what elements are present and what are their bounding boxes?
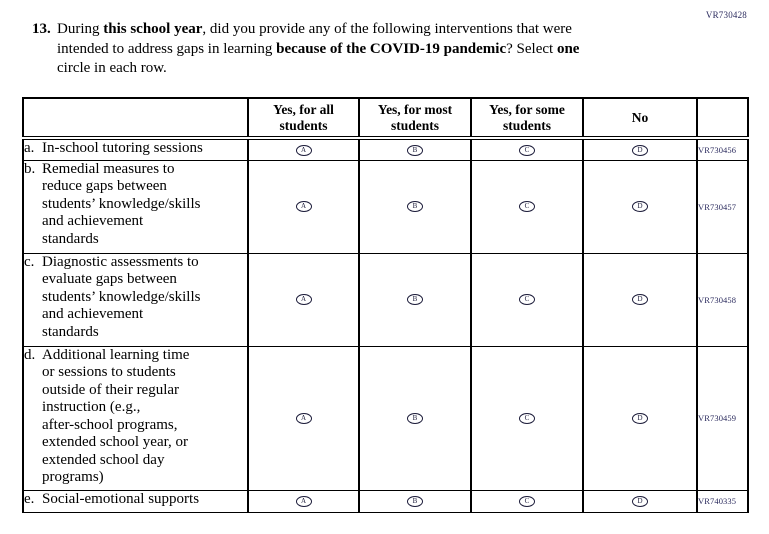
header-no: No — [582, 97, 698, 140]
answer-bubble-b[interactable]: B — [407, 495, 423, 507]
row-letter: a. — [24, 140, 35, 156]
row-letter: c. — [24, 253, 35, 270]
row-e-option-cell-all: A — [247, 489, 360, 513]
question-text: During this school year, did you provide… — [57, 21, 580, 76]
table-row-b: b. Remedial measures to reduce gaps betw… — [22, 159, 749, 254]
question-number: 13. — [32, 21, 51, 37]
answer-bubble-b[interactable]: B — [407, 201, 423, 213]
answer-bubble-a[interactable]: A — [295, 201, 312, 213]
header-yes-for-all: Yes, for all students — [247, 97, 360, 140]
table-row-a: a. In-school tutoring sessions A B C D V… — [22, 137, 749, 161]
header-yes-for-most: Yes, for most students — [358, 97, 472, 140]
row-b-option-cell-most: B — [358, 159, 472, 254]
row-d-option-cell-some: C — [470, 345, 584, 491]
answer-bubble-c[interactable]: C — [519, 412, 535, 424]
question-13: 13. During this school year, did you pro… — [32, 20, 657, 79]
row-d-option-cell-most: B — [358, 345, 472, 491]
answer-bubble-d[interactable]: D — [632, 201, 648, 213]
row-b-label-cell: b. Remedial measures to reduce gaps betw… — [22, 159, 249, 254]
row-c-option-cell-most: B — [358, 252, 472, 347]
answer-bubble-d[interactable]: D — [632, 294, 648, 306]
header-code-column — [696, 97, 749, 140]
row-code: VR730456 — [696, 137, 749, 161]
row-b-option-cell-all: A — [247, 159, 360, 254]
row-code: VR730457 — [696, 159, 749, 254]
row-c-option-cell-no: D — [582, 252, 698, 347]
header-yes-for-some: Yes, for some students — [470, 97, 584, 140]
row-a-option-cell-some: C — [470, 137, 584, 161]
answer-bubble-d[interactable]: D — [632, 412, 648, 424]
row-d-option-cell-all: A — [247, 345, 360, 491]
row-a-label-cell: a. In-school tutoring sessions — [22, 137, 249, 161]
row-e-option-cell-no: D — [582, 489, 698, 513]
answer-bubble-b[interactable]: B — [407, 294, 423, 306]
answer-bubble-a[interactable]: A — [295, 144, 312, 156]
answer-bubble-a[interactable]: A — [295, 412, 312, 424]
row-label: Remedial measures to reduce gaps between… — [42, 160, 201, 247]
row-label: In-school tutoring sessions — [42, 140, 203, 156]
answer-bubble-a[interactable]: A — [295, 294, 312, 306]
row-b-option-cell-no: D — [582, 159, 698, 254]
answer-bubble-c[interactable]: C — [519, 294, 535, 306]
row-a-option-cell-no: D — [582, 137, 698, 161]
row-d-option-cell-no: D — [582, 345, 698, 491]
answer-bubble-d[interactable]: D — [632, 144, 648, 156]
header-item-column — [22, 97, 249, 140]
table-row-c: c. Diagnostic assessments to evaluate ga… — [22, 252, 749, 347]
table-row-d: d. Additional learning time or sessions … — [22, 345, 749, 491]
row-letter: d. — [24, 346, 36, 363]
answer-bubble-c[interactable]: C — [519, 495, 535, 507]
row-code: VR730458 — [696, 252, 749, 347]
row-c-option-cell-all: A — [247, 252, 360, 347]
row-label: Additional learning time or sessions to … — [42, 346, 190, 486]
row-e-option-cell-some: C — [470, 489, 584, 513]
answer-bubble-c[interactable]: C — [519, 144, 535, 156]
answer-bubble-b[interactable]: B — [407, 144, 423, 156]
row-a-option-cell-all: A — [247, 137, 360, 161]
answer-bubble-d[interactable]: D — [632, 495, 648, 507]
answer-bubble-b[interactable]: B — [407, 412, 423, 424]
answer-bubble-a[interactable]: A — [295, 495, 312, 507]
page-code: VR730428 — [705, 10, 747, 20]
row-d-label-cell: d. Additional learning time or sessions … — [22, 345, 249, 491]
row-e-option-cell-most: B — [358, 489, 472, 513]
answer-bubble-c[interactable]: C — [519, 201, 535, 213]
row-a-option-cell-most: B — [358, 137, 472, 161]
row-c-option-cell-some: C — [470, 252, 584, 347]
row-b-option-cell-some: C — [470, 159, 584, 254]
row-code: VR740335 — [696, 489, 749, 513]
row-letter: b. — [24, 160, 36, 177]
row-c-label-cell: c. Diagnostic assessments to evaluate ga… — [22, 252, 249, 347]
row-e-label-cell: e. Social-emotional supports — [22, 489, 249, 513]
row-letter: e. — [24, 490, 35, 507]
row-label: Social-emotional supports — [42, 490, 200, 507]
question-13-response-table: Yes, for all students Yes, for most stud… — [22, 97, 749, 513]
table-row-e: e. Social-emotional supports A B C D VR7… — [22, 489, 749, 513]
row-code: VR730459 — [696, 345, 749, 491]
row-label: Diagnostic assessments to evaluate gaps … — [42, 253, 201, 340]
table-header-row: Yes, for all students Yes, for most stud… — [22, 97, 749, 140]
